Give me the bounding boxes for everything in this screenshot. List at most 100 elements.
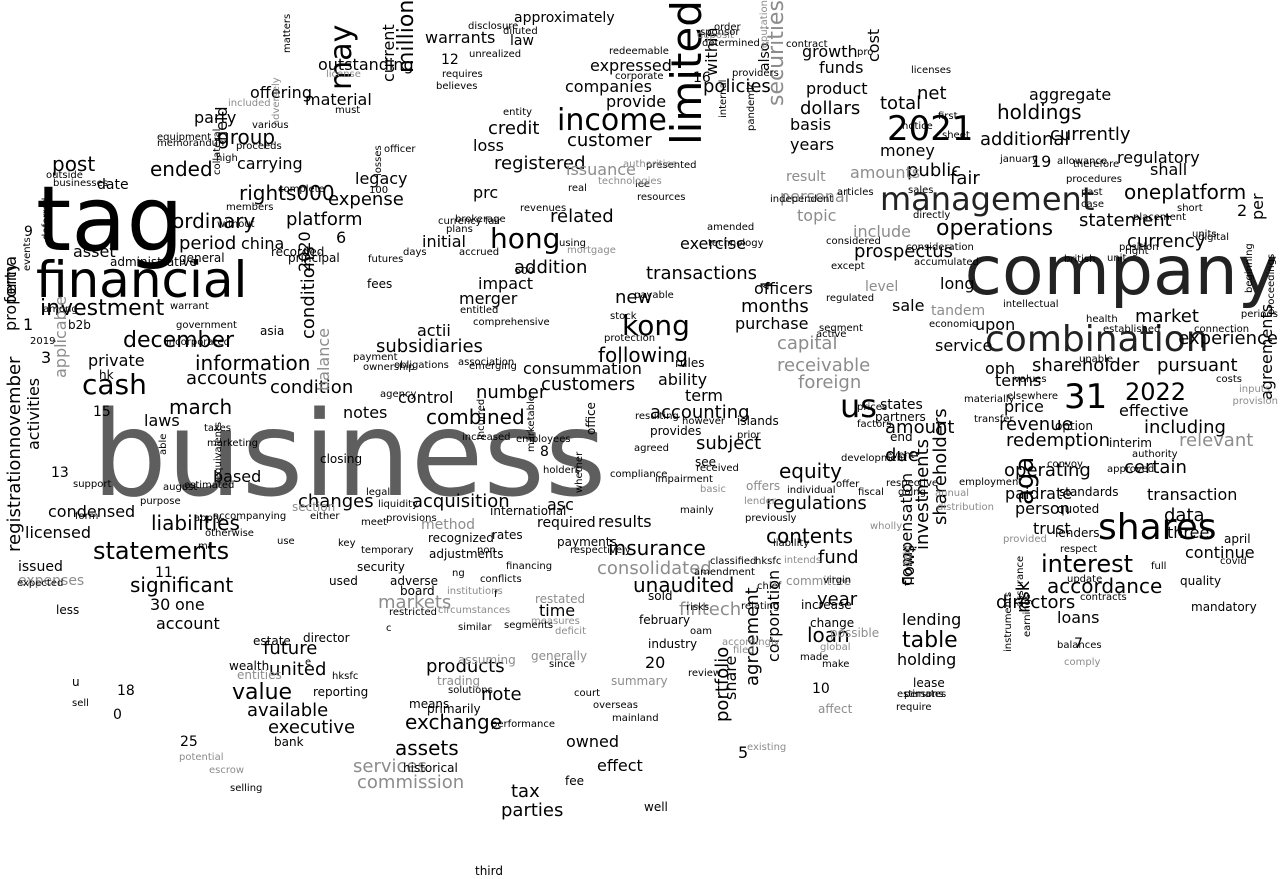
cloud-word: made: [800, 652, 829, 663]
cloud-word: presented: [646, 160, 697, 171]
cloud-word: security: [357, 560, 405, 574]
cloud-word: 4: [759, 281, 775, 290]
cloud-word: redeemable: [609, 46, 669, 57]
cloud-word: fair: [950, 168, 980, 189]
cloud-word: comply: [1064, 657, 1101, 668]
cloud-word: condensed: [48, 502, 136, 521]
cloud-word: equity: [779, 459, 842, 483]
cloud-word: term: [685, 386, 723, 405]
cloud-word: expressed: [590, 56, 672, 75]
cloud-word: u: [72, 675, 80, 689]
cloud-word: balance: [314, 328, 333, 391]
cloud-word: directors: [996, 592, 1076, 613]
cloud-word: prc: [473, 183, 499, 202]
cloud-word: liability: [773, 538, 810, 549]
cloud-word: review: [688, 668, 722, 679]
cloud-word: require: [896, 702, 932, 713]
cloud-word: currently: [1050, 124, 1131, 145]
cloud-word: case: [1081, 199, 1104, 210]
cloud-word: share: [721, 655, 740, 700]
cloud-word: entity: [503, 107, 533, 118]
cloud-word: expenses: [18, 573, 85, 589]
cloud-word: prior: [737, 430, 761, 441]
cloud-word: subsidiaries: [376, 336, 483, 357]
cloud-word: industry: [648, 637, 698, 651]
cloud-word: offer: [836, 479, 860, 490]
cloud-word: february: [639, 613, 691, 627]
cloud-word: registrationnovember: [4, 356, 25, 552]
cloud-word: authority: [1132, 449, 1178, 460]
cloud-word: 6: [336, 228, 347, 247]
cloud-word: currency: [1127, 231, 1206, 252]
cloud-word: transaction: [1147, 485, 1238, 504]
cloud-word: 10: [812, 681, 830, 697]
cloud-word: end: [890, 430, 913, 444]
cloud-word: however: [682, 416, 725, 427]
cloud-word: complete: [278, 184, 325, 195]
cloud-word: oam: [690, 626, 712, 637]
cloud-word: stock: [610, 311, 637, 322]
cloud-word: full: [1151, 561, 1167, 572]
cloud-word: lender: [744, 496, 776, 507]
cloud-word: notice: [902, 121, 933, 132]
cloud-word: period: [179, 233, 237, 254]
cloud-word: product: [806, 79, 868, 98]
cloud-word: unaudited: [633, 573, 735, 597]
cloud-word: placement: [1133, 212, 1187, 223]
cloud-word: wealth: [229, 659, 270, 673]
cloud-word: 1: [23, 315, 34, 334]
cloud-word: institutions: [447, 586, 503, 597]
cloud-word: growth: [802, 42, 858, 61]
cloud-word: principal: [288, 251, 340, 265]
cloud-word: update: [1067, 574, 1103, 585]
cloud-word: unable: [1079, 354, 1114, 365]
cloud-word: platform: [286, 209, 363, 230]
cloud-word: oph: [985, 359, 1016, 378]
cloud-word: law: [510, 33, 534, 49]
cloud-word: services: [353, 756, 427, 777]
cloud-word: payments: [557, 535, 617, 549]
cloud-word: existing: [747, 742, 787, 753]
cloud-word: value: [232, 680, 293, 705]
cloud-word: business: [92, 385, 607, 523]
cloud-word: equipment: [157, 132, 212, 143]
cloud-word: market: [1135, 306, 1199, 327]
cloud-word: license: [326, 69, 361, 80]
cloud-word: since: [549, 659, 575, 670]
cloud-word: united: [269, 659, 327, 680]
cloud-word: event: [886, 450, 915, 461]
cloud-word: statements: [93, 537, 230, 565]
cloud-word: operating: [1004, 460, 1091, 481]
cloud-word: events: [22, 237, 33, 271]
cloud-word: quality: [1180, 574, 1222, 588]
cloud-word: digital: [1198, 232, 1230, 243]
cloud-word: position: [1119, 242, 1159, 253]
cloud-word: tandem: [931, 303, 986, 319]
cloud-word: kong: [622, 309, 690, 342]
cloud-word: believes: [436, 81, 478, 92]
cloud-word: adjustments: [429, 547, 504, 561]
cloud-word: months: [741, 296, 809, 317]
cloud-word: available: [247, 700, 329, 721]
cloud-word: consideration: [906, 242, 974, 253]
cloud-word: apply: [194, 513, 222, 524]
cloud-word: addition: [514, 257, 588, 278]
cloud-word: commission: [357, 772, 465, 793]
cloud-word: 15: [93, 404, 111, 420]
cloud-word: among: [43, 304, 78, 315]
cloud-word: development: [841, 453, 907, 464]
cloud-word: selling: [230, 783, 263, 794]
cloud-word: meet: [361, 517, 387, 528]
cloud-word: cash: [82, 368, 147, 401]
cloud-word: public: [907, 160, 962, 181]
cloud-word: one: [175, 595, 205, 614]
cloud-word: used: [329, 574, 358, 588]
cloud-word: make: [822, 659, 850, 670]
cloud-word: upon: [975, 315, 1016, 334]
cloud-word: 100: [369, 185, 389, 196]
cloud-word: estimates: [897, 689, 947, 700]
cloud-word: trading: [437, 674, 481, 688]
cloud-word: statement: [1079, 210, 1172, 231]
cloud-word: china: [241, 234, 285, 253]
cloud-word: products: [426, 656, 505, 677]
